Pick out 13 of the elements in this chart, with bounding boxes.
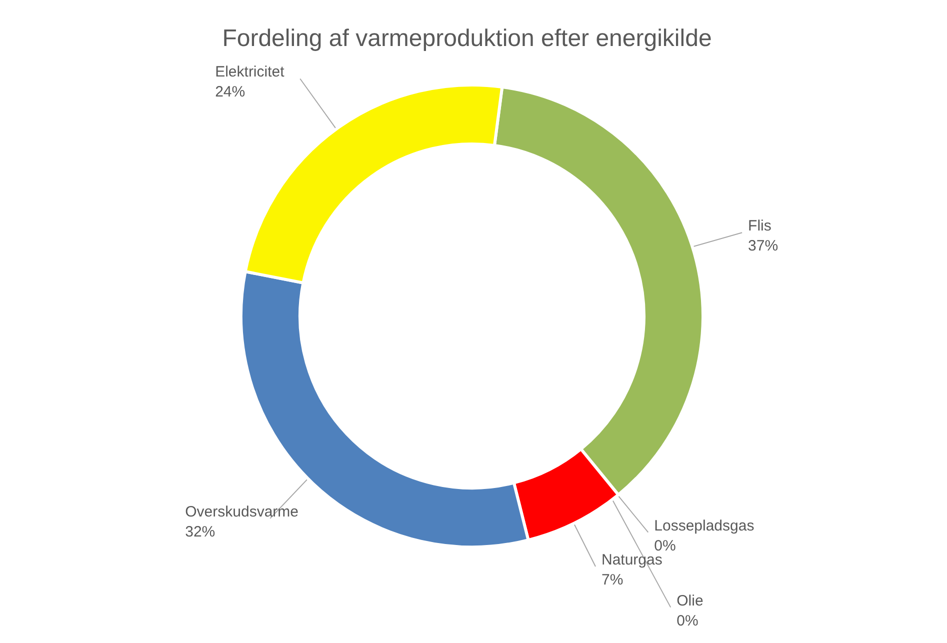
text: 0%	[654, 537, 676, 554]
slice-label: Flis	[748, 218, 772, 235]
slice-label: Naturgas	[602, 552, 662, 569]
chart-title: Fordeling af varmeproduktion efter energikilde	[222, 25, 712, 52]
category-label: Lossepladsgas	[654, 517, 754, 534]
category-label: Olie	[676, 592, 704, 610]
slice-label: Elektricitet	[215, 64, 286, 81]
data-label: 37%	[748, 238, 778, 255]
data-label: 24%	[215, 84, 246, 101]
data-label: 7%	[602, 572, 624, 589]
slice-label: Overskudsvarme	[185, 503, 299, 520]
text: 0%	[676, 612, 698, 630]
data-label: 32%	[185, 523, 216, 540]
